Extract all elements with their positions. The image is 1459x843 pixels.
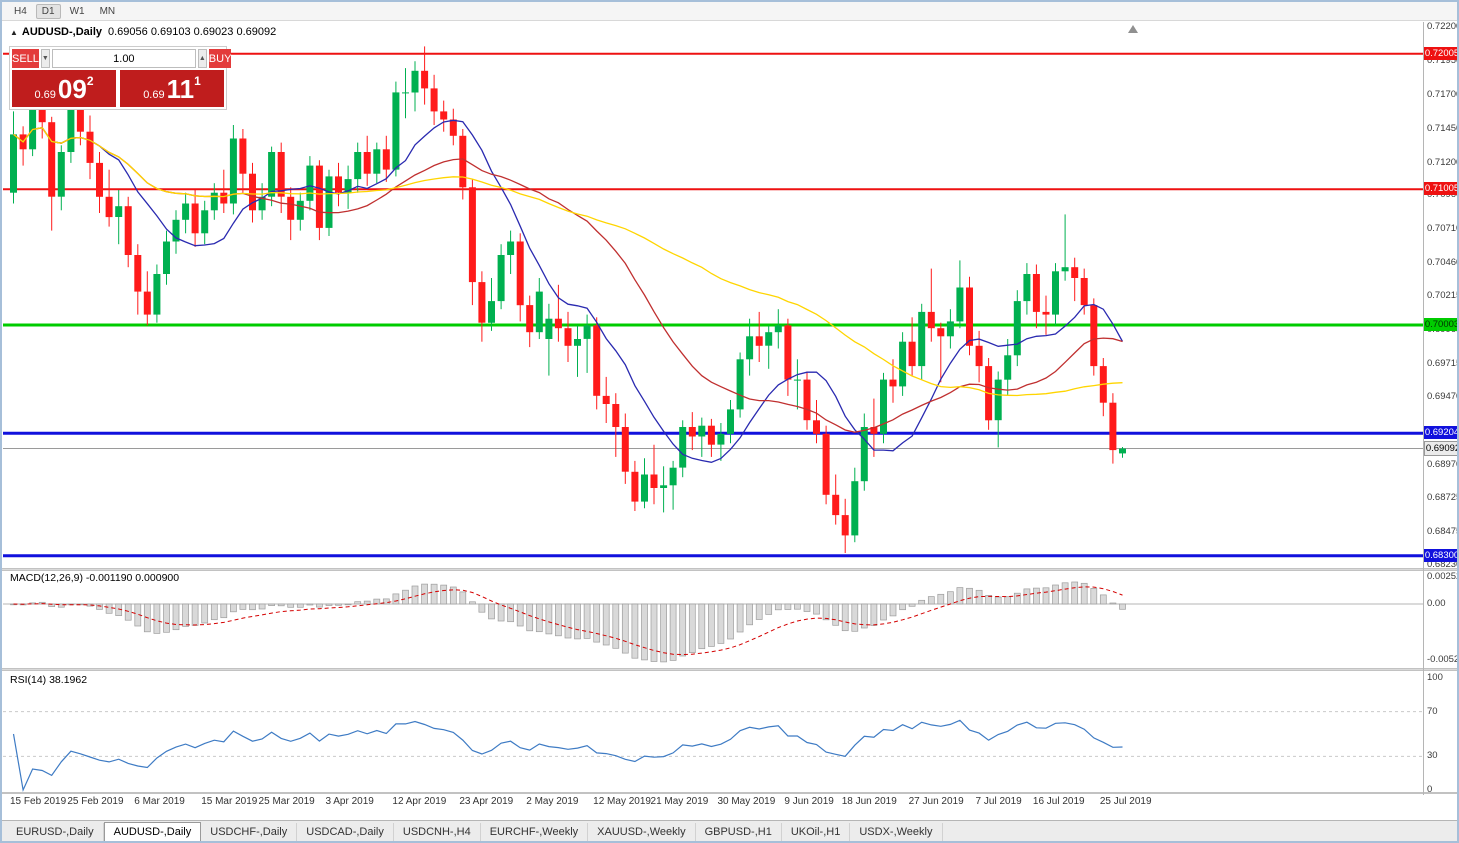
price-axis-tick: 0.70710 bbox=[1427, 223, 1459, 235]
chart-shift-button[interactable] bbox=[1128, 25, 1138, 33]
price-axis-tick: 0.70215 bbox=[1427, 290, 1459, 302]
x-axis-label: 15 Feb 2019 bbox=[10, 796, 67, 807]
timeframe-h4-button[interactable]: H4 bbox=[14, 5, 27, 17]
volume-input[interactable] bbox=[51, 49, 196, 68]
buy-price-button[interactable]: 0.69 11 1 bbox=[120, 70, 224, 107]
x-axis-label: 21 May 2019 bbox=[650, 796, 709, 807]
price-axis-tick: 0.71200 bbox=[1427, 156, 1459, 168]
price-axis-tick: 0.70460 bbox=[1427, 257, 1459, 269]
macd-axis-tick: -0.00523 bbox=[1427, 653, 1459, 665]
price-level-label: 0.71005 bbox=[1424, 182, 1459, 196]
x-axis-label: 27 Jun 2019 bbox=[908, 796, 964, 807]
rsi-axis-tick: 100 bbox=[1427, 672, 1443, 683]
chart-title-symbol: AUDUSD-,Daily bbox=[21, 26, 102, 38]
chart-tab-usdx-weekly[interactable]: USDX-,Weekly bbox=[850, 823, 943, 841]
rsi-axis-tick: 0 bbox=[1427, 784, 1433, 795]
price-axis-tick: 0.69470 bbox=[1427, 391, 1459, 403]
chart-tab-usdcad-daily[interactable]: USDCAD-,Daily bbox=[297, 823, 394, 841]
chart-tabs-bar: EURUSD-,Daily AUDUSD-,Daily USDCHF-,Daily U… bbox=[2, 820, 1457, 841]
chart-tab-ukoil-h1[interactable]: UKOil-,H1 bbox=[782, 823, 851, 841]
current-price-label: 0.69092 bbox=[1424, 441, 1457, 457]
timeframe-d1-button[interactable]: D1 bbox=[35, 3, 61, 19]
price-axis-tick: 0.72200 bbox=[1427, 21, 1459, 33]
price-level-label: 0.72005 bbox=[1424, 46, 1459, 60]
price-axis-tick: 0.68970 bbox=[1427, 458, 1459, 470]
x-axis-label: 7 Jul 2019 bbox=[975, 796, 1022, 807]
sell-price-big: 09 bbox=[57, 73, 87, 104]
chart-tab-usdcnh-h4[interactable]: USDCNH-,H4 bbox=[394, 823, 481, 841]
chart-tab-usdchf-daily[interactable]: USDCHF-,Daily bbox=[201, 823, 298, 841]
sell-price-prefix: 0.69 bbox=[34, 89, 56, 101]
volume-decrease-button[interactable]: ▼ bbox=[40, 49, 50, 68]
buy-button[interactable]: BUY bbox=[208, 49, 232, 68]
rsi-axis-tick: 30 bbox=[1427, 750, 1438, 762]
price-level-label: 0.69204 bbox=[1424, 426, 1459, 440]
rsi-label: RSI(14) 38.1962 bbox=[10, 674, 88, 686]
time-axis: 15 Feb 2019 25 Feb 2019 6 Mar 2019 15 Mar 2… bbox=[2, 796, 1422, 810]
x-axis-label: 15 Mar 2019 bbox=[201, 796, 258, 807]
buy-price-prefix: 0.69 bbox=[143, 89, 165, 101]
timeframe-toolbar: H4 D1 W1 MN bbox=[2, 2, 1457, 21]
x-axis-label: 18 Jun 2019 bbox=[841, 796, 897, 807]
chart-tab-eurchf-weekly[interactable]: EURCHF-,Weekly bbox=[481, 823, 589, 841]
panel-splitter[interactable] bbox=[2, 568, 1457, 571]
timeframe-mn-button[interactable]: MN bbox=[99, 5, 116, 17]
sell-button[interactable]: SELL bbox=[12, 49, 39, 68]
sell-price-sup: 2 bbox=[86, 74, 94, 88]
chart-tab-eurusd-daily[interactable]: EURUSD-,Daily bbox=[7, 823, 104, 841]
price-axis-tick: 0.68475 bbox=[1427, 526, 1459, 538]
price-axis-tick: 0.68725 bbox=[1427, 492, 1459, 504]
chart-title-ohlc: 0.69056 0.69103 0.69023 0.69092 bbox=[108, 26, 277, 38]
chart-tab-gbpusd-h1[interactable]: GBPUSD-,H1 bbox=[696, 823, 782, 841]
x-axis-label: 25 Feb 2019 bbox=[67, 796, 124, 807]
timeframe-w1-button[interactable]: W1 bbox=[69, 5, 85, 17]
price-level-label: 0.70003 bbox=[1424, 318, 1459, 332]
x-axis-label: 2 May 2019 bbox=[526, 796, 579, 807]
x-axis-label: 30 May 2019 bbox=[717, 796, 776, 807]
symbol-marker-icon: ▲ bbox=[10, 28, 18, 37]
price-axis-tick: 0.71450 bbox=[1427, 123, 1459, 135]
macd-axis-tick: 0.00 bbox=[1427, 598, 1446, 609]
x-axis-label: 25 Mar 2019 bbox=[258, 796, 315, 807]
sell-price-button[interactable]: 0.69 09 2 bbox=[12, 70, 116, 107]
macd-axis-tick: 0.00252 bbox=[1427, 571, 1459, 583]
volume-increase-button[interactable]: ▲ bbox=[197, 49, 207, 68]
price-axis-tick: 0.69715 bbox=[1427, 358, 1459, 370]
buy-price-sup: 1 bbox=[194, 74, 201, 88]
x-axis-label: 9 Jun 2019 bbox=[784, 796, 834, 807]
x-axis-label: 3 Apr 2019 bbox=[325, 796, 374, 807]
price-axis-tick: 0.71700 bbox=[1427, 89, 1459, 101]
chart-tab-xauusd-weekly[interactable]: XAUUSD-,Weekly bbox=[588, 823, 696, 841]
panel-splitter[interactable] bbox=[2, 668, 1457, 671]
x-axis-label: 25 Jul 2019 bbox=[1099, 796, 1152, 807]
buy-price-big: 11 bbox=[166, 73, 195, 104]
axis-separator bbox=[1423, 22, 1424, 795]
price-axis-tick: 0.71950 bbox=[1427, 55, 1459, 67]
panel-splitter[interactable] bbox=[2, 792, 1457, 794]
x-axis-label: 12 Apr 2019 bbox=[392, 796, 447, 807]
chart-tab-audusd-daily[interactable]: AUDUSD-,Daily bbox=[103, 822, 202, 841]
chart-title: ▲ AUDUSD-,Daily 0.69056 0.69103 0.69023 0.… bbox=[10, 26, 276, 38]
price-axis-tick: 0.68230 bbox=[1427, 559, 1459, 571]
rsi-axis-tick: 70 bbox=[1427, 705, 1438, 717]
x-axis-label: 16 Jul 2019 bbox=[1032, 796, 1085, 807]
x-axis-label: 6 Mar 2019 bbox=[134, 796, 185, 807]
x-axis-label: 12 May 2019 bbox=[593, 796, 651, 807]
macd-label: MACD(12,26,9) -0.001190 0.000900 bbox=[10, 572, 180, 584]
x-axis-label: 23 Apr 2019 bbox=[459, 796, 514, 807]
price-level-label: 0.68300 bbox=[1424, 548, 1459, 562]
